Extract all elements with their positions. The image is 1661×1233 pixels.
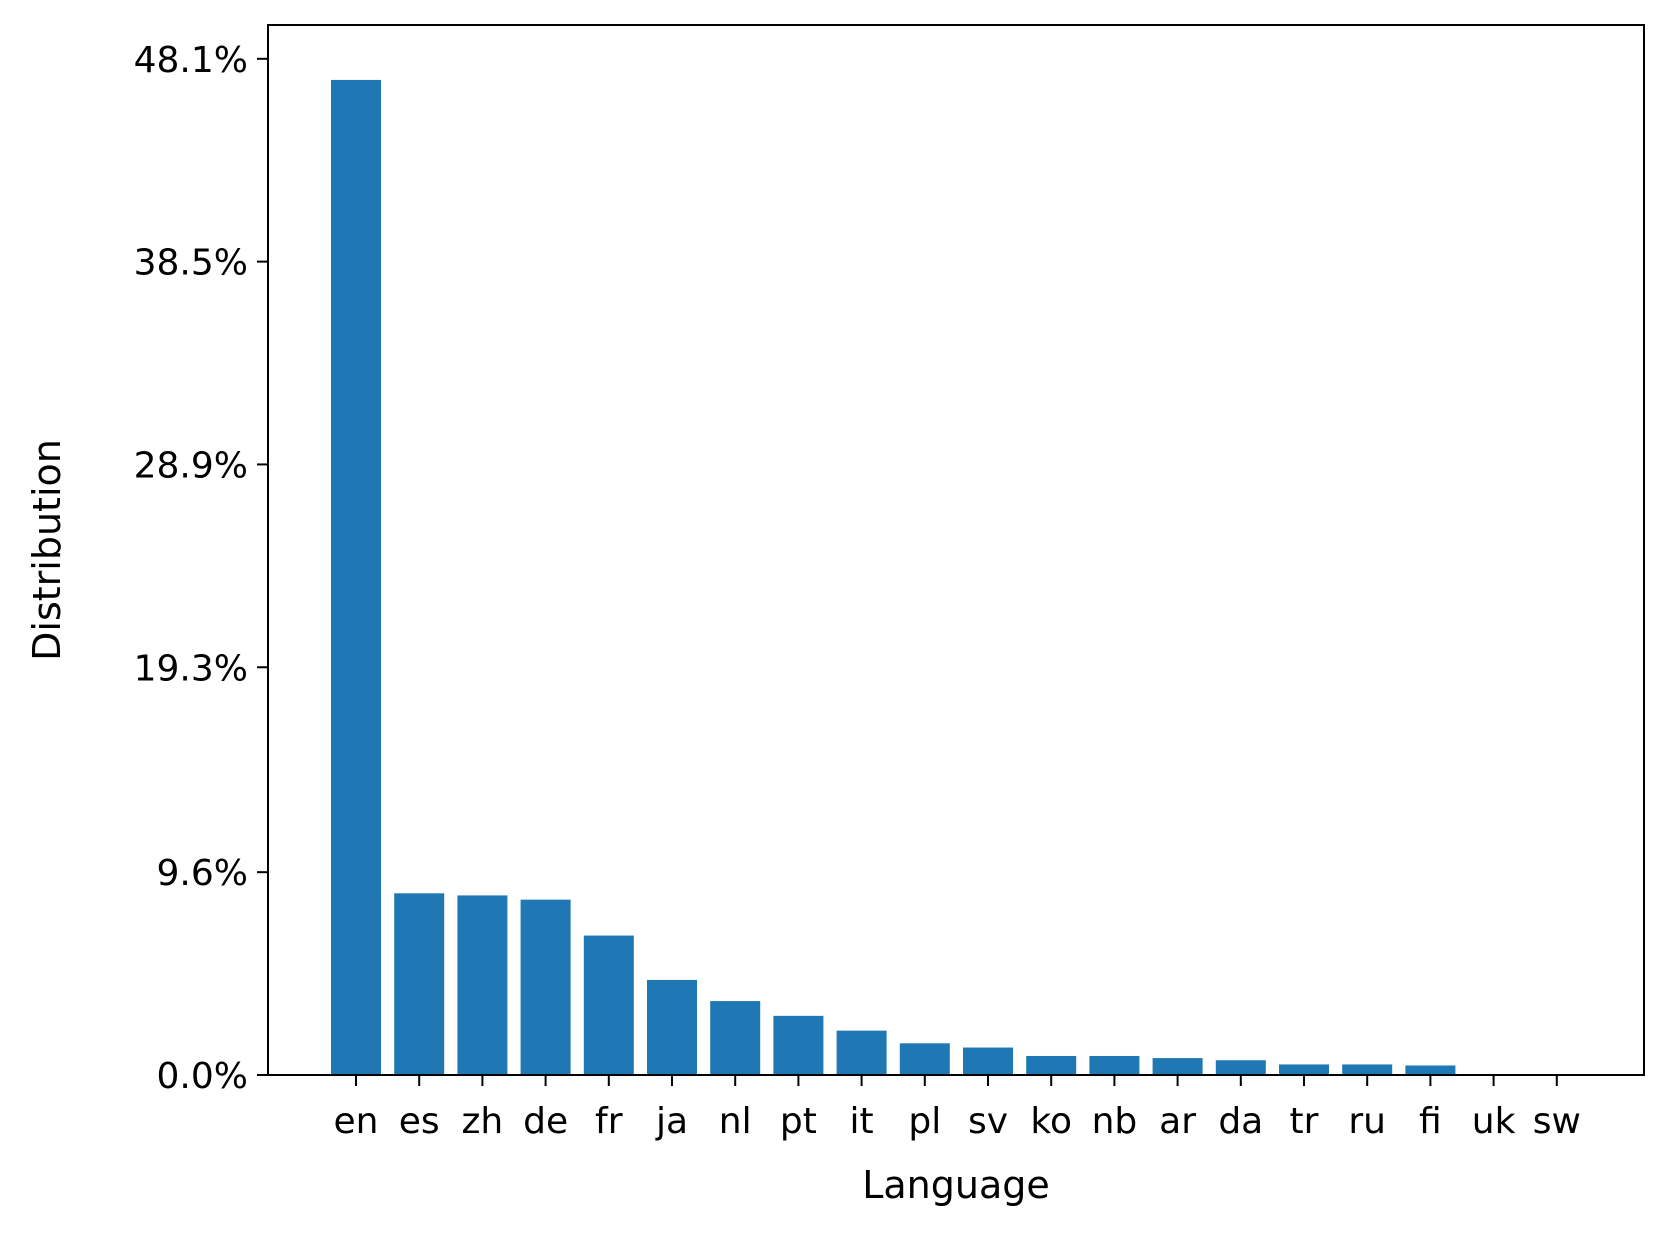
- bar-de: [520, 899, 571, 1075]
- x-tick-label-pl: pl: [908, 1101, 941, 1142]
- bar-ko: [1026, 1055, 1077, 1075]
- x-tick-label-ko: ko: [1030, 1101, 1072, 1142]
- y-tick-label-1: 9.6%: [157, 853, 248, 894]
- x-tick-label-tr: tr: [1290, 1101, 1319, 1142]
- x-tick-label-pt: pt: [780, 1101, 817, 1142]
- bar-da: [1215, 1060, 1266, 1075]
- x-tick-label-nl: nl: [719, 1101, 752, 1142]
- bar-pt: [773, 1015, 824, 1075]
- y-tick-label-2: 19.3%: [134, 648, 248, 689]
- x-tick-label-it: it: [850, 1101, 874, 1142]
- bar-en: [331, 79, 381, 1076]
- x-tick-label-zh: zh: [462, 1101, 504, 1142]
- y-tick-label-3: 28.9%: [134, 445, 248, 486]
- x-tick-label-sv: sv: [968, 1101, 1008, 1142]
- bars-group: [331, 79, 1456, 1076]
- x-tick-label-ru: ru: [1348, 1101, 1386, 1142]
- y-ticks-group: 0.0% 9.6% 19.3% 28.9% 38.5% 48.1%: [134, 40, 268, 1097]
- bar-pl: [899, 1043, 950, 1075]
- x-ticks-group: en es zh de fr ja nl pt it pl sv ko nb ar da tr ru fi uk sw: [334, 1075, 1581, 1142]
- y-tick-label-0: 0.0%: [157, 1056, 248, 1097]
- x-tick-label-ar: ar: [1159, 1101, 1196, 1142]
- y-tick-label-4: 38.5%: [134, 243, 248, 284]
- bar-sv: [963, 1047, 1013, 1075]
- bar-nl: [710, 1001, 761, 1075]
- bar-fi: [1405, 1065, 1456, 1075]
- bar-fr: [583, 935, 634, 1075]
- x-tick-label-ja: ja: [655, 1101, 688, 1142]
- bar-ar: [1152, 1058, 1203, 1075]
- plot-frame: [267, 24, 1645, 1076]
- bar-zh: [457, 895, 508, 1075]
- bar-tr: [1279, 1064, 1329, 1075]
- x-tick-label-es: es: [399, 1101, 440, 1142]
- x-tick-label-en: en: [334, 1101, 379, 1142]
- y-axis-label: Distribution: [25, 439, 69, 661]
- x-tick-label-da: da: [1218, 1101, 1263, 1142]
- x-tick-label-nb: nb: [1092, 1101, 1138, 1142]
- bar-nb: [1089, 1055, 1140, 1075]
- bar-ja: [647, 979, 697, 1075]
- x-axis-label: Language: [862, 1163, 1050, 1207]
- x-tick-label-uk: uk: [1472, 1101, 1516, 1142]
- x-tick-label-sw: sw: [1533, 1101, 1581, 1142]
- x-tick-label-fr: fr: [595, 1101, 623, 1142]
- bar-es: [394, 893, 445, 1075]
- bar-ru: [1342, 1064, 1393, 1075]
- y-tick-label-5: 48.1%: [134, 40, 248, 81]
- x-tick-label-de: de: [523, 1101, 568, 1142]
- bar-it: [836, 1030, 887, 1075]
- x-tick-label-fi: fi: [1419, 1101, 1442, 1142]
